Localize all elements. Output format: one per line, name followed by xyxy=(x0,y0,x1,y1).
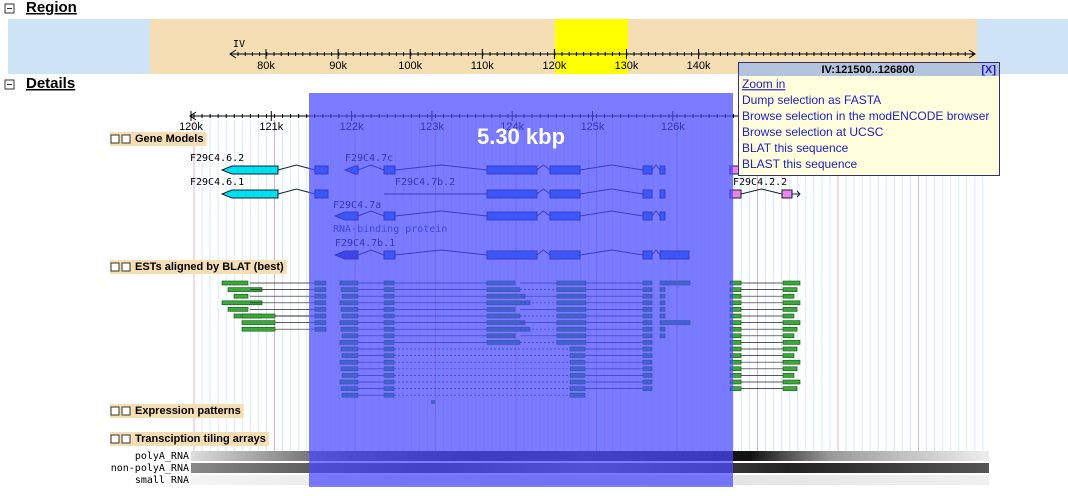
tick-label: 120k xyxy=(542,60,566,72)
arrow xyxy=(792,190,801,198)
track-name[interactable]: Gene Models xyxy=(135,133,203,145)
arrow xyxy=(229,49,976,59)
array-label: polyA_RNA xyxy=(135,451,189,462)
track-label: ESTs aligned by BLAT (best) xyxy=(110,260,287,274)
tick-label: 90k xyxy=(329,60,347,72)
popup-title: IV:121500..126800 xyxy=(822,64,915,76)
tick-label: 130k xyxy=(615,60,639,72)
label-bg xyxy=(110,132,207,146)
est-block xyxy=(782,280,801,286)
section-title[interactable]: Details xyxy=(26,75,75,92)
label-bg xyxy=(110,432,269,446)
est-block xyxy=(233,293,249,299)
popup: IV:121500..126800 [X] Zoom in Dump select… xyxy=(738,62,1000,176)
chromosome: IV xyxy=(233,39,245,50)
est-block xyxy=(782,386,798,391)
label-bg xyxy=(110,260,287,274)
track-label: Transciption tiling arrays xyxy=(110,432,269,446)
est-block xyxy=(782,340,801,345)
collapse[interactable] xyxy=(110,406,120,416)
est-block xyxy=(782,366,798,372)
menu-item[interactable]: Dump selection as FASTA xyxy=(742,93,881,107)
help[interactable] xyxy=(121,434,131,444)
est-block xyxy=(782,353,795,358)
est-block xyxy=(782,320,801,325)
est-block xyxy=(241,320,276,325)
tick-label: 100k xyxy=(398,60,422,72)
exon xyxy=(220,189,279,199)
exon xyxy=(220,165,279,175)
tick-label: 80k xyxy=(257,60,275,72)
est-block xyxy=(782,300,801,306)
est-block xyxy=(782,326,798,332)
intron xyxy=(277,164,316,171)
intron xyxy=(740,188,783,195)
selection[interactable] xyxy=(309,93,733,487)
intron xyxy=(277,188,316,195)
label-bg xyxy=(110,404,244,418)
est-block xyxy=(782,333,795,339)
toggle[interactable] xyxy=(4,79,15,90)
gene-label: F29C4.6.1 xyxy=(190,177,244,188)
est-block xyxy=(241,326,276,332)
track-name[interactable]: Expression patterns xyxy=(135,405,241,417)
gene-label: F29C4.2.2 xyxy=(733,177,787,188)
menu-item[interactable]: Zoom in xyxy=(742,77,785,91)
help[interactable] xyxy=(121,406,131,416)
collapse[interactable] xyxy=(110,262,120,272)
est-block xyxy=(782,307,798,312)
track-name[interactable]: Transciption tiling arrays xyxy=(135,433,266,445)
menu-item[interactable]: BLAT this sequence xyxy=(742,141,849,155)
tick-label: 140k xyxy=(687,60,711,72)
array-label: non-polyA_RNA xyxy=(111,463,189,474)
close-button[interactable]: [X] xyxy=(981,64,996,76)
track-label: Expression patterns xyxy=(110,404,244,418)
selection-size: 5.30 kbp xyxy=(477,124,565,149)
track-label: Gene Models xyxy=(110,132,207,146)
est-block xyxy=(782,359,801,365)
tick-label: 120k xyxy=(179,121,203,133)
tracks: Gene Models ESTs aligned by BLAT (best) Ex… xyxy=(110,132,287,446)
collapse[interactable] xyxy=(110,134,120,144)
est-block xyxy=(227,307,249,312)
help[interactable] xyxy=(121,134,131,144)
est-block xyxy=(782,287,798,292)
help[interactable] xyxy=(121,262,131,272)
menu-item[interactable]: BLAST this sequence xyxy=(742,157,858,171)
array-label: small RNA xyxy=(135,475,189,486)
est-block xyxy=(221,280,249,286)
toggle[interactable] xyxy=(4,3,15,14)
tick-label: 121k xyxy=(259,121,283,133)
track-name[interactable]: ESTs aligned by BLAT (best) xyxy=(135,261,284,273)
est-block xyxy=(782,313,795,319)
collapse[interactable] xyxy=(110,434,120,444)
est-block xyxy=(782,346,798,352)
gene-label: F29C4.6.2 xyxy=(190,153,244,164)
exon xyxy=(781,189,793,199)
est-block xyxy=(241,313,276,319)
est-block xyxy=(782,373,795,378)
tick-label: 110k xyxy=(471,60,495,72)
ruler: 80k 90k 100k 110k 120k 130k 140k xyxy=(229,49,976,72)
menu-item[interactable]: Browse selection at UCSC xyxy=(742,125,884,139)
est-block xyxy=(782,379,801,385)
section-title[interactable]: Region xyxy=(26,0,77,16)
est-block xyxy=(782,293,795,299)
menu-item[interactable]: Browse selection in the modENCODE browse… xyxy=(742,109,989,123)
region-highlight xyxy=(555,19,628,74)
